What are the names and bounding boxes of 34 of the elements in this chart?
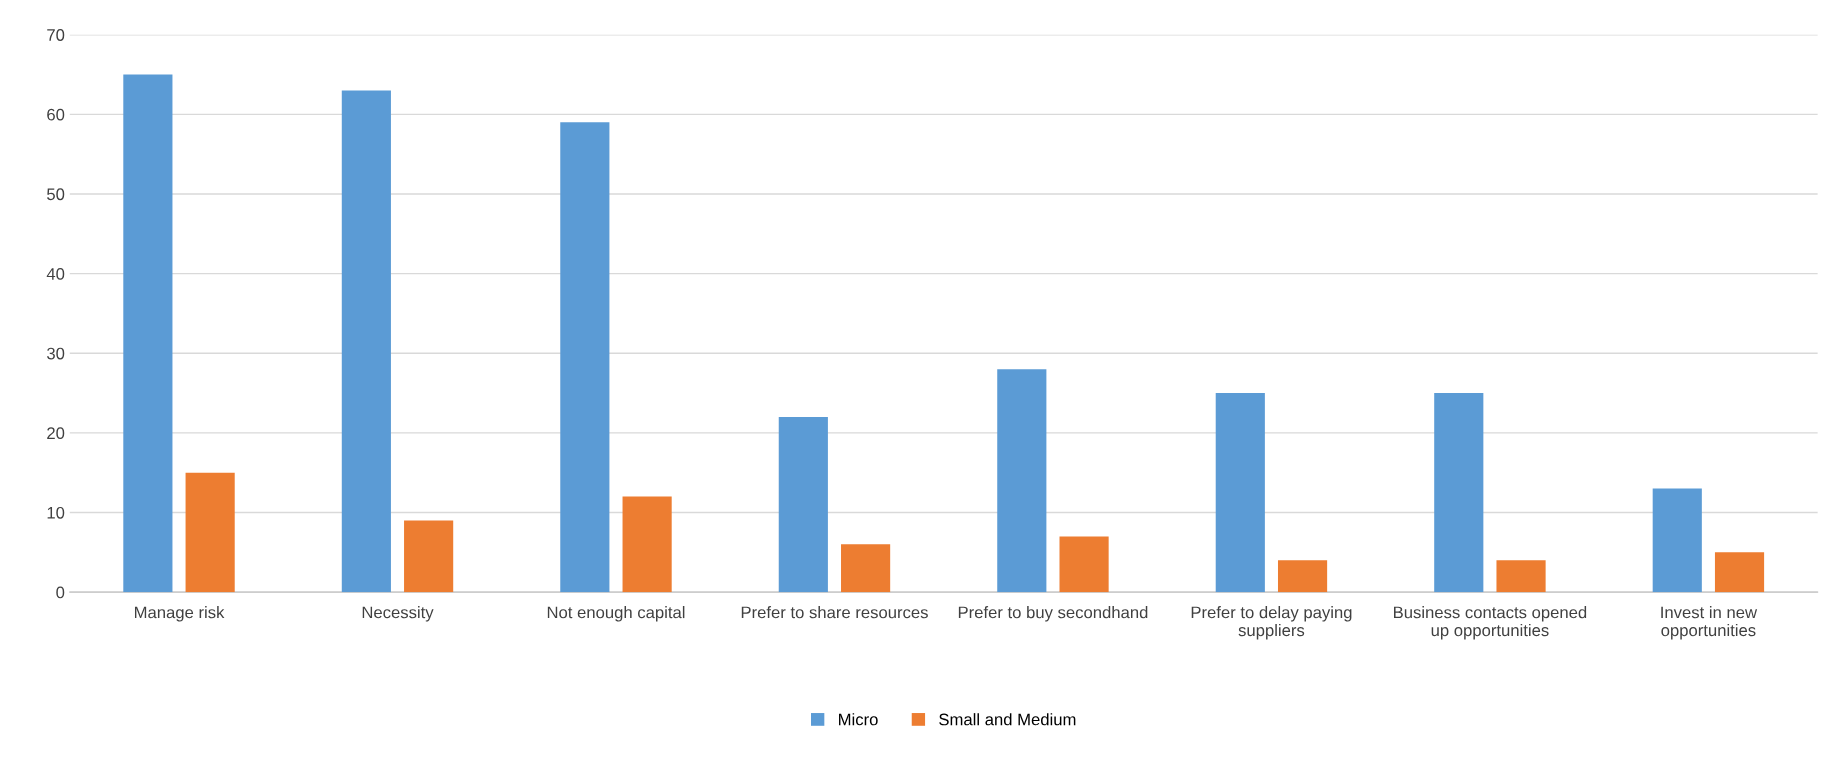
- y-tick-label: 70: [47, 29, 65, 41]
- y-tick-label: 50: [47, 188, 65, 201]
- bar: [1434, 393, 1484, 593]
- x-tick-label: Necessity: [362, 606, 434, 622]
- x-tick-label: Invest in new opportunities: [1661, 606, 1758, 640]
- x-tick-label: Prefer to buy secondhand: [958, 606, 1148, 622]
- y-tick-label: 0: [56, 586, 65, 599]
- legend-label: Small and Medium: [939, 713, 1076, 726]
- y-tick-label: 20: [47, 427, 65, 440]
- bar: [778, 416, 828, 593]
- bar: [1059, 536, 1109, 593]
- legend-label: Micro: [839, 713, 878, 726]
- y-tick-label: 30: [47, 347, 65, 360]
- y-tick-label: 60: [47, 108, 65, 121]
- bar: [622, 496, 672, 593]
- x-tick-label: Prefer to delay paying suppliers: [1191, 606, 1352, 640]
- bar: [185, 472, 235, 593]
- bar: [841, 544, 891, 593]
- x-tick-label: Not enough capital: [547, 606, 685, 622]
- bar: [1496, 560, 1546, 593]
- bar: [1714, 552, 1765, 593]
- bar: [1215, 393, 1265, 593]
- bar: [1652, 488, 1702, 593]
- y-tick-label: 40: [46, 268, 65, 280]
- y-tick-label: 10: [47, 506, 65, 519]
- bar: [341, 90, 391, 593]
- bar: [404, 520, 454, 593]
- bar: [997, 369, 1047, 593]
- bar: [560, 122, 610, 593]
- bar: [1277, 560, 1328, 593]
- x-tick-label: Manage risk: [134, 606, 225, 622]
- x-tick-label: Prefer to share resources: [741, 606, 928, 619]
- x-tick-label: Business contacts opened up opportunities: [1394, 606, 1587, 640]
- bar: [123, 74, 173, 593]
